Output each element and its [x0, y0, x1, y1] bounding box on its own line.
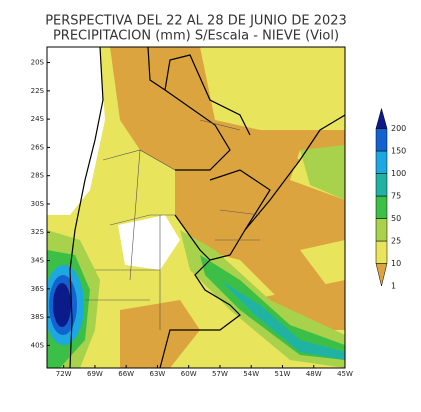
colorbar-segment: [375, 218, 388, 242]
colorbar-label: 10: [391, 259, 401, 268]
colorbar-label: 200: [391, 124, 406, 133]
lat-tick-label: 30S: [31, 200, 45, 208]
lon-tick-label: 45W: [337, 370, 353, 378]
lon-tick-label: 48W: [306, 370, 322, 378]
colorbar-label: 25: [391, 237, 401, 246]
lat-tick-label: 38S: [31, 313, 45, 321]
lon-tick-label: 63W: [150, 370, 166, 378]
lon-tick-label: 66W: [118, 370, 134, 378]
lat-tick-label: 26S: [31, 143, 45, 151]
map-frame: [46, 46, 346, 369]
colorbar-segment: [375, 195, 388, 219]
colorbar-label: 150: [391, 147, 406, 156]
colorbar-segment: [375, 263, 388, 287]
colorbar-label: 50: [391, 214, 401, 223]
lat-tick-label: 40S: [31, 341, 45, 349]
province-borders: [85, 119, 261, 330]
lon-tick-label: 69W: [87, 370, 103, 378]
lon-tick-label: 54W: [243, 370, 259, 378]
colorbar-segment: [375, 150, 388, 174]
colorbar-segment: [375, 173, 388, 197]
lat-tick-label: 24S: [31, 115, 45, 123]
lon-tick-label: 60W: [181, 370, 197, 378]
title-line: PRECIPITACION (mm) S/Escala - NIEVE (Vio…: [53, 29, 339, 44]
lat-tick-label: 28S: [31, 172, 45, 180]
colorbar-label: 100: [391, 169, 406, 178]
colorbar-segment: [375, 240, 388, 264]
precipitation-field: [47, 47, 345, 368]
lon-tick-label: 72W: [56, 370, 72, 378]
colorbar-segment: [375, 107, 388, 129]
borders: [69, 47, 345, 368]
lat-tick-label: 36S: [31, 285, 45, 293]
lon-tick-label: 51W: [275, 370, 291, 378]
colorbar-segment: [375, 128, 388, 152]
colorbar-label: 1: [391, 282, 396, 291]
lat-tick-label: 34S: [31, 257, 45, 265]
colorbar-label: 75: [391, 192, 401, 201]
lat-tick-label: 20S: [31, 59, 45, 67]
lon-tick-label: 57W: [212, 370, 228, 378]
lat-tick-label: 22S: [31, 87, 45, 95]
title-line: PERSPECTIVA DEL 22 AL 28 DE JUNIO DE 202…: [45, 14, 347, 29]
lat-tick-label: 32S: [31, 228, 45, 236]
